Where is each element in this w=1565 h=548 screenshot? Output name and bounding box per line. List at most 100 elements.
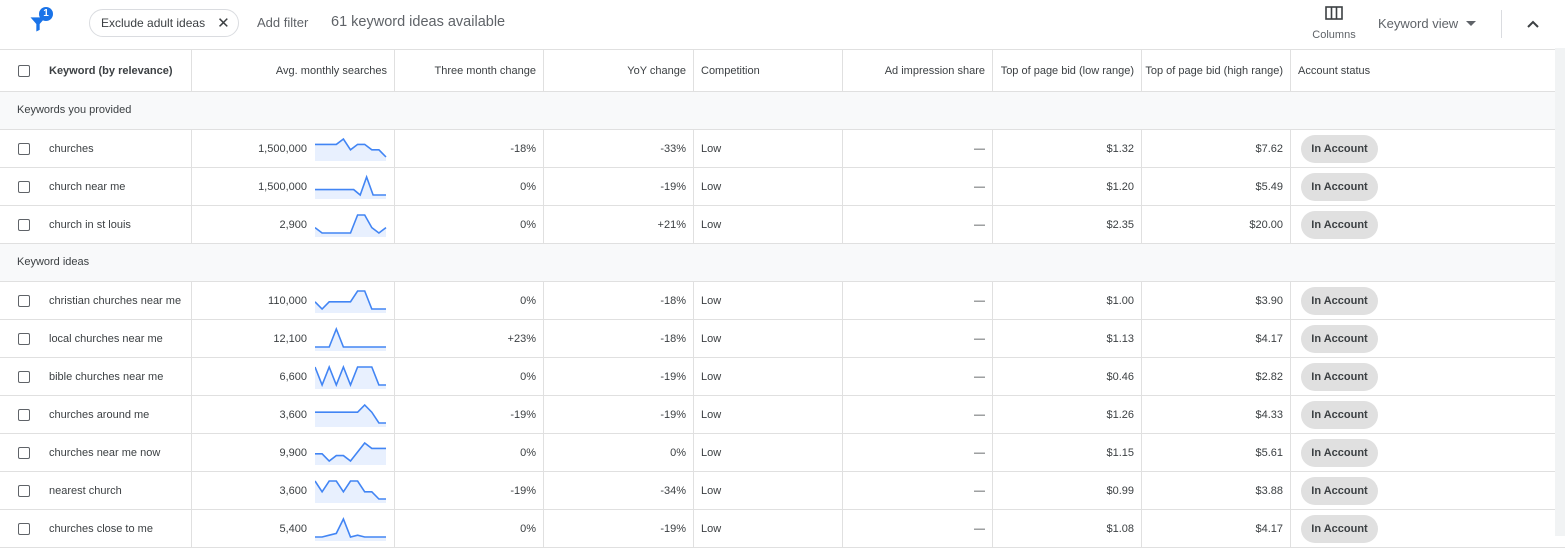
row-checkbox[interactable] (18, 446, 30, 459)
avg-monthly-searches: 110,000 (268, 294, 307, 307)
in-account-badge[interactable]: In Account (1301, 400, 1378, 429)
bid-low: $1.20 (993, 168, 1142, 205)
sparkline-line (315, 137, 387, 158)
three-month-change: 0% (395, 168, 544, 205)
select-all-checkbox[interactable] (18, 64, 30, 77)
keyword-view-dropdown[interactable]: Keyword view (1378, 16, 1477, 31)
header-searches[interactable]: Avg. monthly searches (192, 50, 395, 91)
table-row[interactable]: church in st louis 2,900 0% +21% Low — $2.35… (0, 206, 1565, 244)
table-row[interactable]: local churches near me 12,100 +23% -18% Lo… (0, 320, 1565, 358)
in-account-badge[interactable]: In Account (1301, 286, 1378, 315)
table-row[interactable]: christian churches near me 110,000 0% -18… (0, 282, 1565, 320)
account-status-cell: In Account (1291, 358, 1555, 395)
header-three-month[interactable]: Three month change (395, 50, 544, 91)
table-row[interactable]: churches around me 3,600 -19% -19% Low — $1.… (0, 396, 1565, 434)
searches-cell: 1,500,000 (192, 130, 395, 167)
row-checkbox[interactable] (18, 180, 30, 193)
sparkline-area (315, 215, 386, 237)
yoy-change: 0% (544, 434, 694, 471)
keyword-cell: churches near me now (0, 434, 192, 471)
filter-button[interactable]: 1 (26, 6, 58, 38)
row-checkbox[interactable] (18, 294, 30, 307)
header-bid-high[interactable]: Top of page bid (high range) (1142, 50, 1291, 91)
yoy-change: -18% (544, 320, 694, 357)
searches-cell: 5,400 (192, 510, 395, 547)
in-account-badge[interactable]: In Account (1301, 134, 1378, 163)
in-account-badge[interactable]: In Account (1301, 476, 1378, 505)
three-month-change: 0% (395, 434, 544, 471)
three-month-change: 0% (395, 282, 544, 319)
table-row[interactable]: bible churches near me 6,600 0% -19% Low — $… (0, 358, 1565, 396)
three-month-change: 0% (395, 358, 544, 395)
header-competition[interactable]: Competition (694, 50, 843, 91)
exclude-adult-ideas-chip[interactable]: Exclude adult ideas ✕ (89, 9, 239, 37)
header-ad-impression[interactable]: Ad impression share (843, 50, 993, 91)
table-row[interactable]: church near me 1,500,000 0% -19% Low — $1.20… (0, 168, 1565, 206)
row-checkbox[interactable] (18, 332, 30, 345)
table-row[interactable]: churches 1,500,000 -18% -33% Low — $1.32 $7.6… (0, 130, 1565, 168)
bid-low: $1.32 (993, 130, 1142, 167)
sparkline-line (315, 326, 386, 348)
keyword-view-label: Keyword view (1378, 16, 1459, 31)
table-row[interactable]: churches near me now 9,900 0% 0% Low — $1.15… (0, 434, 1565, 472)
section-header: Keyword ideas (0, 244, 1565, 282)
row-checkbox[interactable] (18, 522, 30, 535)
bid-low: $1.08 (993, 510, 1142, 547)
collapse-button[interactable] (1521, 12, 1545, 36)
columns-icon (1325, 6, 1343, 20)
header-yoy[interactable]: YoY change (544, 50, 694, 91)
header-status[interactable]: Account status (1298, 64, 1371, 77)
keyword-cell: churches (0, 130, 192, 167)
competition: Low (694, 434, 843, 471)
header-bid-low[interactable]: Top of page bid (low range) (993, 50, 1142, 91)
competition: Low (694, 510, 843, 547)
bid-low: $2.35 (993, 206, 1142, 243)
trend-sparkline (315, 517, 386, 541)
header-keyword[interactable]: Keyword (by relevance) (0, 50, 192, 91)
yoy-change: +21% (544, 206, 694, 243)
columns-button[interactable]: Columns (1306, 6, 1362, 44)
in-account-badge[interactable]: In Account (1301, 324, 1378, 353)
bid-low: $1.13 (993, 320, 1142, 357)
table-row[interactable]: churches close to me 5,400 0% -19% Low — $1.… (0, 510, 1565, 548)
bid-high: $20.00 (1142, 206, 1291, 243)
in-account-badge[interactable]: In Account (1301, 362, 1378, 391)
account-status-cell: In Account (1291, 396, 1555, 433)
sparkline-line (315, 480, 386, 500)
ad-impression-share: — (843, 206, 993, 243)
account-status-cell: In Account (1291, 206, 1555, 243)
scrollbar[interactable] (1555, 48, 1565, 536)
yoy-change: -18% (544, 282, 694, 319)
avg-monthly-searches: 9,900 (279, 446, 307, 459)
bid-high: $5.49 (1142, 168, 1291, 205)
in-account-badge[interactable]: In Account (1301, 514, 1378, 543)
in-account-badge[interactable]: In Account (1301, 438, 1378, 467)
bid-low: $0.99 (993, 472, 1142, 509)
trend-sparkline (315, 364, 386, 389)
ad-impression-share: — (843, 434, 993, 471)
toolbar-divider (1501, 10, 1502, 38)
sparkline-area (315, 443, 386, 465)
row-checkbox[interactable] (18, 484, 30, 497)
row-checkbox[interactable] (18, 370, 30, 383)
sparkline-line (315, 290, 386, 311)
ad-impression-share: — (843, 168, 993, 205)
section-label: Keyword ideas (17, 256, 90, 268)
searches-cell: 110,000 (192, 282, 395, 319)
add-filter-button[interactable]: Add filter (257, 15, 309, 30)
table-row[interactable]: nearest church 3,600 -19% -34% Low — $0.99 $3… (0, 472, 1565, 510)
row-checkbox[interactable] (18, 218, 30, 231)
bid-high: $4.17 (1142, 320, 1291, 357)
in-account-badge[interactable]: In Account (1301, 172, 1378, 201)
toolbar: 1 Exclude adult ideas ✕ Add filter 61 ke… (0, 0, 1565, 48)
yoy-change: -19% (544, 510, 694, 547)
three-month-change: 0% (395, 206, 544, 243)
columns-label: Columns (1312, 29, 1356, 41)
row-checkbox[interactable] (18, 142, 30, 155)
keyword-ideas-count: 61 keyword ideas available (331, 14, 506, 30)
row-checkbox[interactable] (18, 408, 30, 421)
ad-impression-share: — (843, 282, 993, 319)
sparkline-area (315, 367, 386, 389)
close-icon[interactable]: ✕ (217, 14, 230, 32)
in-account-badge[interactable]: In Account (1301, 210, 1378, 239)
